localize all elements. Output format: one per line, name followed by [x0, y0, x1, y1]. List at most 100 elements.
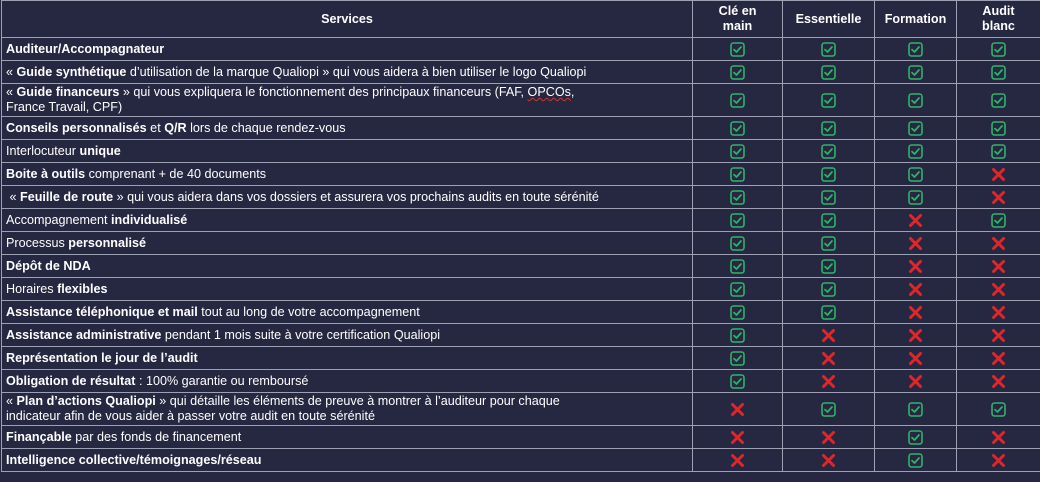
cross-icon: [909, 213, 922, 227]
check-icon: [821, 41, 836, 57]
check-icon: [991, 41, 1006, 57]
cell-audit-blanc: [956, 392, 1040, 426]
cross-icon: [992, 167, 1005, 181]
service-text: d’utilisation de la marque Qualiopi » qu…: [126, 64, 587, 79]
cell-essentielle: [782, 231, 875, 255]
check-icon: [908, 120, 923, 136]
table-row: « Guide synthétique d’utilisation de la …: [1, 60, 1040, 84]
table-row: « Plan d’actions Qualiopi » qui détaille…: [1, 392, 1040, 426]
check-icon: [730, 189, 745, 205]
check-icon: [991, 401, 1006, 417]
cell-audit-blanc: [956, 448, 1040, 472]
cross-icon: [992, 190, 1005, 204]
cell-essentielle: [782, 448, 875, 472]
check-icon: [991, 143, 1006, 159]
service-text: «: [6, 394, 17, 408]
service-text: Q/R: [164, 120, 187, 135]
service-label: Assistance administrative pendant 1 mois…: [1, 323, 693, 347]
cell-audit-blanc: [956, 116, 1040, 140]
check-icon: [821, 64, 836, 80]
cross-icon: [909, 351, 922, 365]
cell-essentielle: [782, 162, 875, 186]
cross-icon: [731, 453, 744, 467]
table-row: Assistance téléphonique et mail tout au …: [1, 300, 1040, 324]
service-text: individualisé: [111, 212, 188, 227]
cross-icon: [992, 236, 1005, 250]
cell-cle-en-main: [692, 162, 783, 186]
service-text: Processus: [6, 235, 69, 250]
cell-cle-en-main: [692, 392, 783, 426]
cell-audit-blanc: [956, 83, 1040, 117]
cross-icon: [909, 259, 922, 273]
service-text: «: [6, 85, 17, 99]
header-cle-en-main: Clé en main: [692, 0, 783, 38]
check-icon: [821, 189, 836, 205]
service-text: Boite à outils: [6, 166, 86, 181]
service-label: Processus personnalisé: [1, 231, 693, 255]
service-label: Dépôt de NDA: [1, 254, 693, 278]
check-icon: [908, 189, 923, 205]
cell-audit-blanc: [956, 369, 1040, 393]
cell-essentielle: [782, 425, 875, 449]
cross-icon: [822, 328, 835, 342]
cell-formation: [874, 162, 957, 186]
cell-essentielle: [782, 116, 875, 140]
check-icon: [991, 92, 1006, 108]
check-icon: [908, 166, 923, 182]
cross-icon: [909, 236, 922, 250]
service-label: Obligation de résultat : 100% garantie o…: [1, 369, 693, 393]
check-icon: [730, 212, 745, 228]
cell-audit-blanc: [956, 323, 1040, 347]
cross-icon: [822, 374, 835, 388]
services-comparison-table: Services Clé en main Essentielle Formati…: [1, 0, 1040, 472]
cell-formation: [874, 392, 957, 426]
service-text: pendant 1 mois suite à votre certificati…: [161, 327, 441, 342]
cell-essentielle: [782, 346, 875, 370]
cell-cle-en-main: [692, 254, 783, 278]
cell-audit-blanc: [956, 300, 1040, 324]
service-text: lors de chaque rendez-vous: [186, 120, 346, 135]
service-text: » qui détaille les éléments de preuve à …: [6, 394, 560, 423]
cross-icon: [992, 282, 1005, 296]
service-text: Dépôt de NDA: [6, 258, 91, 273]
service-text: Finançable: [6, 429, 72, 444]
table-row: Obligation de résultat : 100% garantie o…: [1, 369, 1040, 393]
service-label: Intelligence collective/témoignages/rése…: [1, 448, 693, 472]
cross-icon: [992, 328, 1005, 342]
cross-icon: [822, 351, 835, 365]
cell-formation: [874, 369, 957, 393]
cell-essentielle: [782, 369, 875, 393]
service-text: : 100% garantie ou remboursé: [135, 373, 309, 388]
cross-icon: [992, 374, 1005, 388]
cell-cle-en-main: [692, 116, 783, 140]
cell-essentielle: [782, 83, 875, 117]
cell-cle-en-main: [692, 448, 783, 472]
cell-audit-blanc: [956, 231, 1040, 255]
check-icon: [730, 64, 745, 80]
service-text: personnalisé: [68, 235, 146, 250]
service-text: et: [146, 120, 165, 135]
table-row: « Feuille de route » qui vous aidera dan…: [1, 185, 1040, 209]
check-icon: [821, 120, 836, 136]
cell-essentielle: [782, 323, 875, 347]
service-text: , France Travail, CPF): [6, 85, 575, 114]
service-text: » qui vous aidera dans vos dossiers et a…: [113, 189, 599, 204]
cell-essentielle: [782, 60, 875, 84]
service-label: Accompagnement individualisé: [1, 208, 693, 232]
service-text: Représentation le jour de l’audit: [6, 350, 198, 365]
check-icon: [730, 41, 745, 57]
service-text: par des fonds de financement: [71, 429, 242, 444]
service-text: Auditeur/Accompagnateur: [6, 41, 165, 56]
cell-formation: [874, 300, 957, 324]
service-text: Obligation de résultat: [6, 373, 136, 388]
check-icon: [821, 304, 836, 320]
cell-formation: [874, 116, 957, 140]
service-text: OPCOs: [527, 85, 571, 99]
cell-audit-blanc: [956, 185, 1040, 209]
service-text: Conseils personnalisés: [6, 120, 147, 135]
service-text: Horaires: [6, 281, 58, 296]
cell-formation: [874, 139, 957, 163]
cell-essentielle: [782, 208, 875, 232]
cell-formation: [874, 346, 957, 370]
service-label: Auditeur/Accompagnateur: [1, 37, 693, 61]
